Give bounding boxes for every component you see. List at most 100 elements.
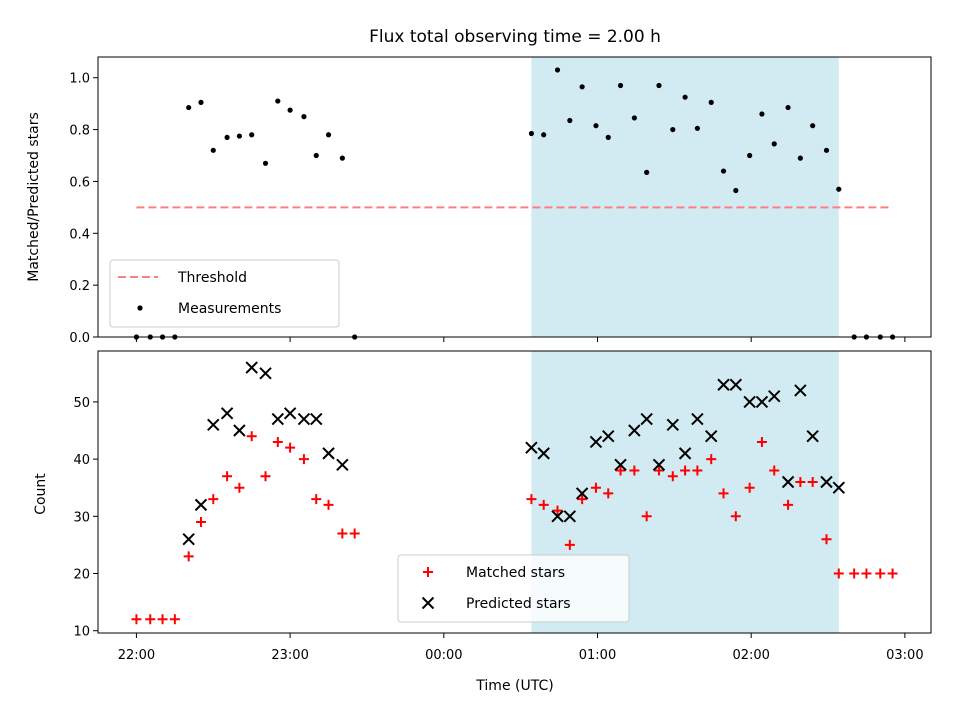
matched-star-point [260,471,271,482]
y-tick-label: 0.0 [69,331,90,346]
bottom-panel: 10 20 30 40 50 22:00 23:00 00:00 01:00 02:00 03:00… [73,350,932,663]
predicted-star-point [207,418,220,431]
chart-title: Flux total observing time = 2.00 h [369,27,661,47]
matched-star-point [323,499,334,510]
matched-star-point [641,511,652,522]
matched-star-point [807,476,818,487]
predicted-star-point [832,481,845,494]
matched-star-point [564,539,575,550]
predicted-star-point [336,458,349,472]
predicted-star-point [297,412,311,426]
predicted-star-point [551,510,564,523]
measurement-point [823,147,830,153]
matched-star-point [538,499,549,510]
x-tick-label: 02:00 [732,648,769,663]
measurement-point [287,107,293,113]
matched-star-point [590,482,601,493]
measurement-point [313,152,319,159]
predicted-star-point [705,430,718,443]
matched-star-point [849,568,860,579]
measurement-point [198,99,204,105]
predicted-star-point [194,498,208,512]
predicted-star-point [310,412,323,426]
predicted-star-point [768,389,781,403]
legend-label: Matched stars [466,565,565,581]
measurement-point [249,132,255,138]
measurement-point [301,114,307,120]
predicted-star-point [220,407,234,420]
y-tick-label: 0.2 [69,279,90,294]
predicted-star-point [322,447,335,460]
measurement-point [262,160,269,166]
measurement-point [747,152,753,159]
predicted-star-point [794,384,807,397]
matched-star-point [730,511,741,522]
matched-star-point [577,494,588,505]
measurement-point [656,82,662,89]
measurement-point [810,123,816,129]
axes-frame [97,350,932,634]
matched-star-point [222,471,233,482]
predicted-star-point [652,458,666,472]
measurement-point [759,111,765,117]
matched-star-point [169,614,180,625]
x-tick-label: 23:00 [271,648,308,663]
measurement-point [617,82,624,89]
matched-star-point [615,465,626,476]
measurement-point [325,132,332,138]
matched-star-point [887,568,898,579]
predicted-star-point [717,378,730,391]
predicted-star-point [628,424,641,437]
measurement-point [528,130,535,137]
y-tick-label: 20 [73,568,90,583]
measurement-point [224,134,230,140]
predicted-star-point [233,424,246,437]
matched-star-point [552,505,563,516]
predicted-star-point [729,378,743,391]
predicted-star-point [283,407,297,420]
legend: Threshold Measurements [109,259,340,328]
measurement-point [631,115,637,121]
matched-star-point [692,465,703,476]
matched-star-point [234,482,245,493]
matched-star-point [145,614,156,625]
matched-star-point [875,568,886,579]
legend-predicted-swatch [421,596,435,610]
axes-frame [97,56,932,338]
matched-star-point [667,471,678,482]
matched-star-point [861,568,872,579]
measurement-point [682,94,688,100]
y-tick-label: 30 [73,510,90,525]
shaded-span [531,57,839,337]
y-tick-label: 1.0 [69,72,90,87]
matched-star-point [783,499,794,510]
measurement-point [554,67,561,73]
matched-star-point [195,517,206,528]
predicted-star-point [755,395,769,409]
predicted-star-point [575,487,589,500]
matched-star-point [769,465,780,476]
legend-box [397,554,630,623]
legend-box [109,259,340,328]
y-tick-label: 10 [73,625,90,640]
predicted-star-point [743,395,756,409]
matched-star-point [680,465,691,476]
matched-star-point [311,494,322,505]
predicted-star-point [589,435,603,449]
measurement-point [836,186,842,192]
matched-star-point [337,528,348,539]
x-tick-label: 00:00 [425,648,462,663]
predicted-star-point [691,412,704,426]
predicted-star-point [781,475,795,489]
predicted-star-point [259,367,272,380]
predicted-star-point [678,447,692,460]
x-axis-label: Time (UTC) [475,678,553,694]
measurement-point [733,187,739,194]
measurement-point [605,134,611,140]
matched-star-point [183,551,194,562]
matched-star-point [821,534,832,545]
measurement-point [785,104,791,111]
matched-star-point [756,436,767,447]
matched-star-point [272,436,283,447]
